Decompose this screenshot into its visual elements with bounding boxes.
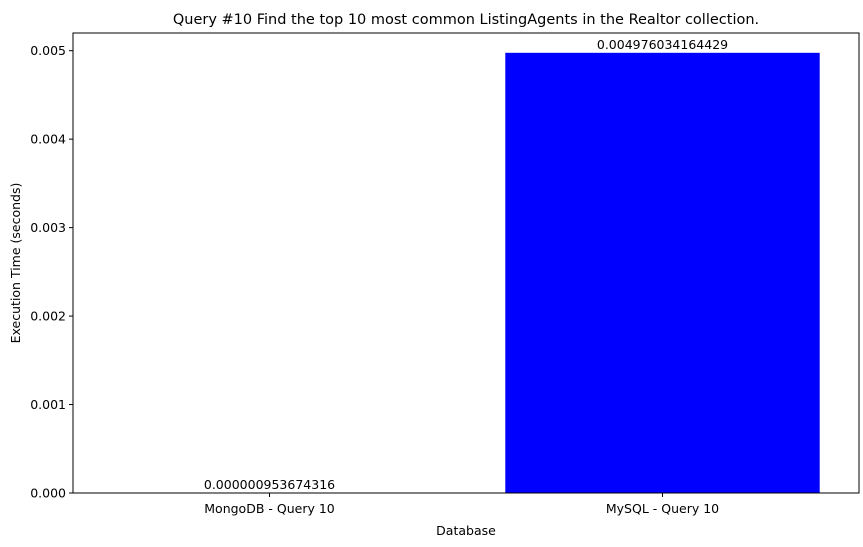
- y-axis-label: Execution Time (seconds): [8, 183, 23, 344]
- x-axis-label: Database: [436, 523, 496, 538]
- x-tick-label-0: MongoDB - Query 10: [204, 501, 335, 516]
- y-tick-label-2: 0.002: [30, 309, 66, 324]
- chart-title: Query #10 Find the top 10 most common Li…: [173, 12, 759, 28]
- y-tick-label-4: 0.004: [30, 132, 66, 147]
- x-tick-label-1: MySQL - Query 10: [606, 501, 719, 516]
- data-labels-layer: 0.000000953674316 0.004976034164429: [204, 37, 728, 492]
- bars-layer: [112, 52, 820, 493]
- y-axis: 0.000 0.001 0.002 0.003 0.004 0.005: [30, 43, 73, 501]
- y-tick-label-1: 0.001: [30, 397, 66, 412]
- y-tick-label-3: 0.003: [30, 220, 66, 235]
- x-axis: MongoDB - Query 10 MySQL - Query 10: [204, 493, 719, 516]
- plot-area-frame: [72, 32, 860, 494]
- y-tick-label-5: 0.005: [30, 43, 66, 58]
- bar-value-label-0: 0.000000953674316: [204, 477, 335, 492]
- bar-value-label-1: 0.004976034164429: [597, 37, 728, 52]
- y-tick-label-0: 0.000: [30, 486, 66, 501]
- bar-1: [505, 52, 820, 493]
